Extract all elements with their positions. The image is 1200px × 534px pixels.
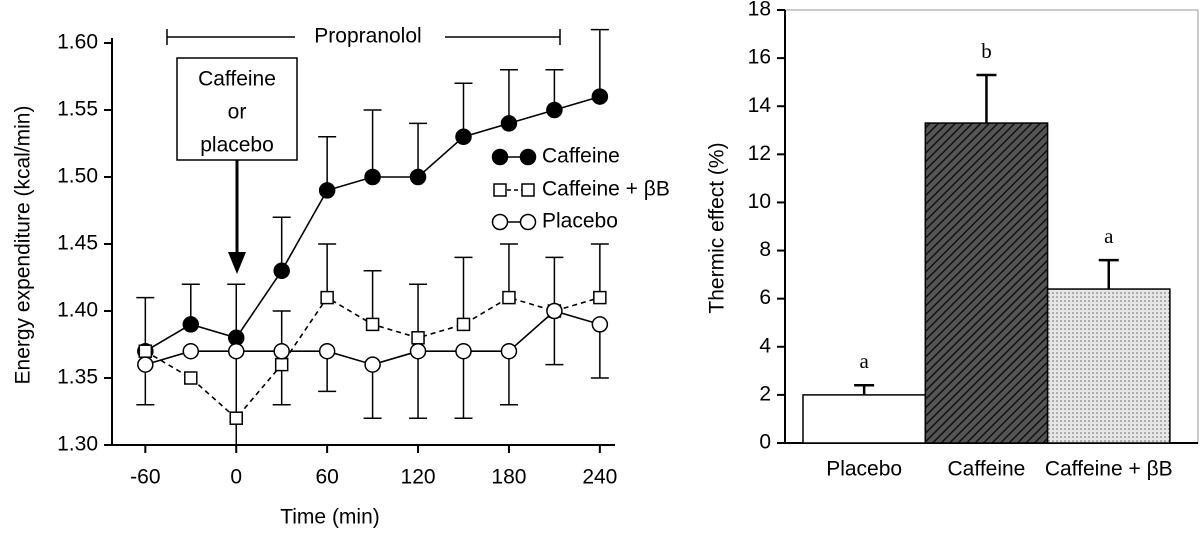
propranolol-bracket <box>166 29 561 45</box>
legend-label: Caffeine + βB <box>542 178 670 201</box>
bracket-label: Propranolol <box>314 25 421 48</box>
x-tick-label: -60 <box>130 466 160 489</box>
y-tick-label: 10 <box>748 190 771 213</box>
marker <box>273 342 290 360</box>
x-tick-label: 0 <box>230 466 242 489</box>
marker <box>411 331 425 345</box>
y-tick-label: 0 <box>759 431 771 454</box>
y-tick-label: 4 <box>759 334 771 357</box>
marker <box>591 88 609 105</box>
y-tick-label: 1.60 <box>57 31 98 54</box>
annotation-box <box>176 57 298 161</box>
y-tick-label: 1.50 <box>57 165 98 188</box>
marker <box>182 316 200 333</box>
marker <box>500 115 518 132</box>
y-tick-label: 14 <box>748 94 772 117</box>
y-tick-label: 8 <box>759 238 771 261</box>
marker <box>546 302 563 320</box>
bar <box>1046 288 1171 444</box>
marker <box>591 316 609 333</box>
y-tick-label: 6 <box>759 286 771 309</box>
y-axis-title: Thermic effect (%) <box>706 142 729 313</box>
marker <box>318 182 336 199</box>
y-tick-label: 1.35 <box>57 366 98 389</box>
marker <box>318 342 336 360</box>
annotation-line: Caffeine <box>198 68 276 91</box>
annotation-line: or <box>228 101 247 124</box>
x-axis-title: Time (min) <box>280 506 380 529</box>
marker <box>182 342 200 360</box>
marker <box>184 371 198 385</box>
legend-marker <box>519 148 537 166</box>
x-tick-label: 60 <box>315 466 338 489</box>
marker <box>409 342 427 360</box>
legend-marker <box>493 183 507 197</box>
y-tick-label: 1.45 <box>57 232 98 255</box>
legend-marker <box>491 148 509 166</box>
x-tick-label: Caffeine + βB <box>1045 458 1173 481</box>
marker <box>593 290 607 305</box>
arrow-head <box>228 252 246 274</box>
legend-label: Placebo <box>542 210 618 233</box>
marker <box>229 411 243 425</box>
marker <box>502 290 516 305</box>
legend-marker <box>519 213 537 231</box>
y-tick-label: 12 <box>748 142 771 165</box>
marker <box>455 128 472 146</box>
bar <box>924 122 1049 444</box>
y-tick-label: 1.40 <box>57 299 98 322</box>
marker <box>320 290 334 305</box>
legend-marker <box>521 183 535 197</box>
bar <box>802 394 927 444</box>
marker <box>500 342 518 360</box>
x-tick-label: 240 <box>582 466 617 489</box>
marker <box>364 356 381 373</box>
y-tick-label: 1.55 <box>57 98 98 121</box>
marker <box>456 317 471 332</box>
x-tick-label: 120 <box>401 466 436 489</box>
significance-label: b <box>981 39 992 63</box>
marker <box>365 317 380 332</box>
y-axis-title: Energy expenditure (kcal/min) <box>12 106 35 385</box>
marker <box>364 168 381 186</box>
significance-label: a <box>1104 224 1114 248</box>
x-tick-label: Placebo <box>826 458 902 481</box>
x-tick-label: Caffeine <box>948 458 1026 481</box>
marker <box>227 342 245 360</box>
marker <box>455 342 472 360</box>
y-tick-label: 16 <box>748 46 771 69</box>
y-tick-label: 1.30 <box>57 433 98 456</box>
x-tick-label: 180 <box>491 466 526 489</box>
marker <box>137 356 154 373</box>
significance-label: a <box>859 349 869 373</box>
legend-label: Caffeine <box>542 145 620 168</box>
legend-marker <box>491 213 509 231</box>
marker <box>138 344 153 358</box>
marker <box>409 168 427 186</box>
y-tick-label: 18 <box>748 0 771 21</box>
marker <box>274 357 289 372</box>
marker <box>273 262 290 280</box>
annotation-line: placebo <box>200 134 274 157</box>
y-tick-label: 2 <box>759 382 771 405</box>
marker <box>546 101 563 119</box>
